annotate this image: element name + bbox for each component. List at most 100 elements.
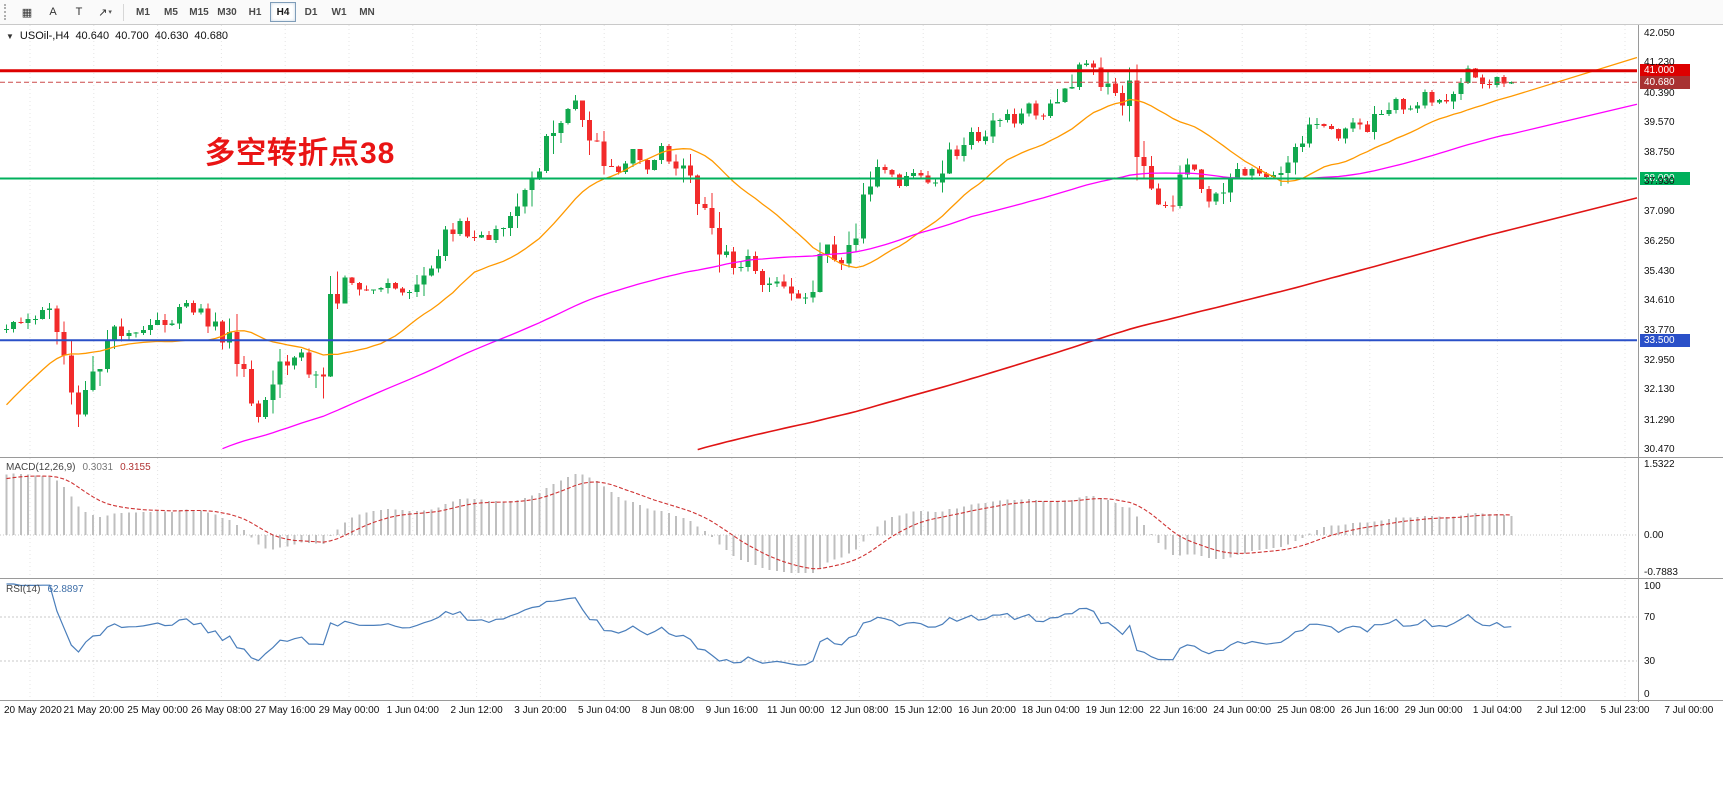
candle-body	[1292, 147, 1298, 163]
candle-body	[709, 207, 715, 229]
macd-histogram-bar	[27, 474, 30, 535]
candle-body	[4, 329, 9, 331]
text-label-tool-button[interactable]: A	[40, 2, 66, 23]
candle-body	[1480, 77, 1485, 84]
candle-body	[328, 293, 333, 377]
toolbar-drag-handle[interactable]	[4, 4, 10, 20]
time-axis[interactable]: 20 May 2020 21 May 20:00 25 May 00:00 26 Ma…	[0, 702, 1723, 722]
macd-histogram-bar	[869, 534, 872, 536]
tf-button-w1[interactable]: W1	[331, 6, 347, 18]
timeframe-buttons-group: M1 M5 M15 M30 H1 H4 D1 W1 MN	[129, 2, 381, 22]
candle-body	[1422, 92, 1428, 106]
candle-body	[83, 389, 89, 415]
candle-body	[997, 120, 1003, 122]
macd-histogram-bar	[682, 518, 685, 535]
macd-histogram-bar	[243, 529, 246, 535]
macd-histogram-bar	[1287, 535, 1290, 545]
macd-histogram-bar	[322, 535, 325, 545]
price-chart-canvas[interactable]	[0, 25, 1723, 457]
macd-histogram-bar	[77, 506, 80, 535]
symbol-dropdown-icon[interactable]: ▼	[6, 31, 14, 41]
macd-histogram-bar	[307, 535, 310, 544]
candle-body	[680, 165, 686, 169]
macd-canvas[interactable]	[0, 458, 1723, 578]
candle-body	[529, 177, 535, 190]
macd-histogram-bar	[617, 496, 620, 535]
price-badge-41.000: 41.000	[1640, 64, 1690, 77]
candle-body	[1134, 80, 1140, 157]
candle-body	[1170, 205, 1176, 207]
tf-button-m5[interactable]: M5	[164, 6, 178, 18]
tf-button-mn[interactable]: MN	[359, 6, 375, 18]
macd-histogram-bar	[1301, 535, 1304, 538]
ma-slow-red[interactable]	[697, 197, 1638, 451]
text-tool-button[interactable]: T	[66, 2, 92, 23]
macd-histogram-bar	[855, 535, 858, 550]
time-axis-label: 1 Jul 04:00	[1472, 705, 1522, 716]
macd-histogram-bar	[1265, 535, 1268, 549]
time-axis-label: 15 Jun 12:00	[894, 705, 953, 716]
candle-body	[616, 166, 621, 172]
macd-histogram-bar	[1229, 535, 1232, 558]
candle-body	[1372, 114, 1377, 133]
price-axis-label: 35.430	[1644, 266, 1675, 277]
arrow-line-tool-button[interactable]: ↗ ▾	[92, 2, 118, 23]
candle-body	[1019, 113, 1025, 124]
candle-body	[1228, 178, 1233, 193]
macd-histogram-bar	[271, 535, 274, 550]
ma-medium-magenta[interactable]	[222, 103, 1638, 450]
candle-body	[824, 244, 830, 254]
price-chart-panel[interactable]: ▼ USOil-,H4 40.640 40.700 40.630 40.680 …	[0, 25, 1723, 458]
price-axis-label: 41.230	[1644, 57, 1675, 68]
macd-histogram-bar	[1056, 501, 1059, 535]
candle-body	[349, 277, 355, 284]
tf-button-h1[interactable]: H1	[248, 6, 262, 18]
macd-histogram-bar	[5, 474, 8, 535]
rsi-canvas[interactable]	[0, 580, 1723, 700]
macd-histogram-bar	[228, 520, 231, 535]
chart-annotation-text[interactable]: 多空转折点38	[205, 137, 396, 170]
macd-histogram-bar	[689, 520, 692, 535]
ma-fast-orange[interactable]	[6, 56, 1638, 406]
tf-button-h4[interactable]: H4	[270, 2, 296, 22]
candle-body	[666, 146, 672, 162]
time-axis-label: 2 Jun 12:00	[450, 705, 503, 716]
price-axis-label: 34.610	[1644, 295, 1675, 306]
macd-histogram-bar	[120, 512, 123, 535]
candle-body	[644, 160, 650, 170]
candle-body	[558, 123, 564, 134]
candle-body	[191, 303, 197, 313]
candle-body	[54, 308, 60, 332]
candle-body	[601, 141, 607, 166]
candle-body	[227, 331, 233, 343]
candle-body	[1415, 105, 1421, 109]
tf-button-m1[interactable]: M1	[136, 6, 150, 18]
candle-body	[1141, 157, 1147, 167]
macd-histogram-bar	[1236, 535, 1239, 555]
macd-indicator-panel[interactable]: MACD(12,26,9) 0.3031 0.3155 1.5322 0.00 -0…	[0, 458, 1723, 579]
macd-histogram-bar	[41, 475, 44, 535]
candle-body	[1364, 124, 1370, 133]
time-axis-label: 19 Jun 12:00	[1085, 705, 1144, 716]
candle-body	[1163, 204, 1169, 206]
macd-histogram-bar	[603, 486, 606, 535]
candle-body	[356, 283, 362, 290]
macd-histogram-bar	[444, 503, 447, 535]
macd-histogram-bar	[725, 535, 728, 551]
macd-histogram-bar	[1114, 502, 1117, 535]
macd-histogram-bar	[1474, 512, 1477, 535]
new-chart-button[interactable]: ▦	[14, 2, 40, 23]
macd-histogram-bar	[675, 515, 678, 535]
price-axis-label: 31.290	[1644, 415, 1675, 426]
rsi-indicator-panel[interactable]: RSI(14) 62.8897 100 70 30 0	[0, 580, 1723, 701]
macd-histogram-bar	[351, 517, 354, 535]
time-axis-label: 25 May 00:00	[127, 705, 188, 716]
tf-button-m30[interactable]: M30	[217, 6, 237, 18]
macd-label: MACD(12,26,9) 0.3031 0.3155	[6, 462, 151, 473]
macd-histogram-bar	[459, 498, 462, 535]
candle-body	[673, 161, 679, 169]
tf-button-m15[interactable]: M15	[189, 6, 209, 18]
price-axis-label: 32.950	[1644, 355, 1675, 366]
tf-button-d1[interactable]: D1	[304, 6, 318, 18]
